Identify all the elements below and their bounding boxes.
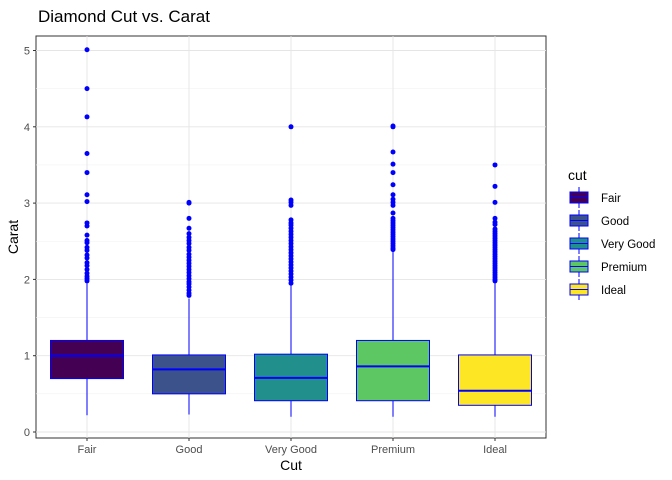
box-premium xyxy=(356,123,430,417)
x-tick-label: Premium xyxy=(371,444,415,456)
outlier-point xyxy=(84,240,90,246)
chart-title: Diamond Cut vs. Carat xyxy=(38,7,210,26)
outlier-point xyxy=(288,202,294,208)
legend-label: Ideal xyxy=(601,285,626,297)
outlier-point xyxy=(186,241,192,247)
outlier-point xyxy=(186,231,192,237)
outlier-point xyxy=(390,149,396,155)
outlier-point xyxy=(492,278,498,284)
outlier-point xyxy=(492,215,498,221)
outlier-point xyxy=(84,199,90,205)
x-tick-label: Fair xyxy=(78,444,97,456)
outlier-point xyxy=(84,232,90,238)
box-iqr xyxy=(152,354,226,395)
outlier-point xyxy=(288,280,294,286)
x-axis: Fair Good Very Good Premium Ideal xyxy=(78,438,507,456)
y-tick-label: 5 xyxy=(24,46,30,58)
x-tick-label: Good xyxy=(176,444,203,456)
outlier-point xyxy=(84,192,90,198)
outlier-point xyxy=(84,247,90,253)
boxes xyxy=(50,47,532,417)
legend-label: Good xyxy=(601,216,629,228)
outlier-point xyxy=(84,255,90,261)
outlier-point xyxy=(390,170,396,176)
outlier-point xyxy=(390,182,396,188)
legend-item-very-good: Very Good xyxy=(569,233,655,254)
y-axis: 0 1 2 3 4 5 xyxy=(24,46,36,439)
outlier-point xyxy=(390,247,396,253)
outlier-point xyxy=(492,162,498,168)
outlier-point xyxy=(186,292,192,298)
box-fair xyxy=(50,47,124,416)
outlier-point xyxy=(390,202,396,208)
y-tick-label: 2 xyxy=(24,274,30,286)
y-tick-label: 0 xyxy=(24,427,30,439)
outlier-point xyxy=(84,47,90,53)
legend-item-fair: Fair xyxy=(569,187,621,208)
y-tick-label: 4 xyxy=(24,122,30,134)
y-tick-label: 1 xyxy=(24,351,30,363)
legend-item-premium: Premium xyxy=(569,256,647,277)
box-iqr xyxy=(356,339,430,402)
legend: cut Fair Good Very Good Premium Ideal xyxy=(568,167,655,300)
outlier-point xyxy=(186,215,192,221)
outlier-point xyxy=(288,124,294,130)
outlier-point xyxy=(390,161,396,167)
y-axis-title: Carat xyxy=(5,220,21,254)
outlier-point xyxy=(84,114,90,120)
outlier-point xyxy=(84,151,90,157)
outlier-point xyxy=(84,170,90,176)
x-axis-title: Cut xyxy=(280,457,302,473)
outlier-point xyxy=(186,225,192,231)
outlier-point xyxy=(84,266,90,272)
outlier-point xyxy=(84,263,90,269)
legend-item-good: Good xyxy=(569,210,629,231)
legend-label: Fair xyxy=(601,193,621,205)
box-iqr xyxy=(50,339,124,380)
outlier-point xyxy=(390,210,396,216)
outlier-point xyxy=(84,86,90,92)
legend-label: Very Good xyxy=(601,239,655,251)
x-tick-label: Ideal xyxy=(483,444,507,456)
legend-item-ideal: Ideal xyxy=(569,279,626,300)
legend-title: cut xyxy=(568,167,587,183)
outlier-point xyxy=(84,278,90,284)
y-tick-label: 3 xyxy=(24,198,30,210)
outlier-point xyxy=(390,124,396,130)
outlier-point xyxy=(186,247,192,253)
box-good xyxy=(152,199,226,415)
box-iqr xyxy=(458,354,532,406)
x-tick-label: Very Good xyxy=(265,444,317,456)
outlier-point xyxy=(492,199,498,205)
outlier-point xyxy=(492,221,498,227)
outlier-point xyxy=(492,183,498,189)
outlier-point xyxy=(390,192,396,198)
box-very-good xyxy=(254,124,328,417)
outlier-point xyxy=(84,223,90,229)
box-ideal xyxy=(458,162,532,417)
legend-label: Premium xyxy=(601,262,647,274)
outlier-point xyxy=(186,200,192,206)
